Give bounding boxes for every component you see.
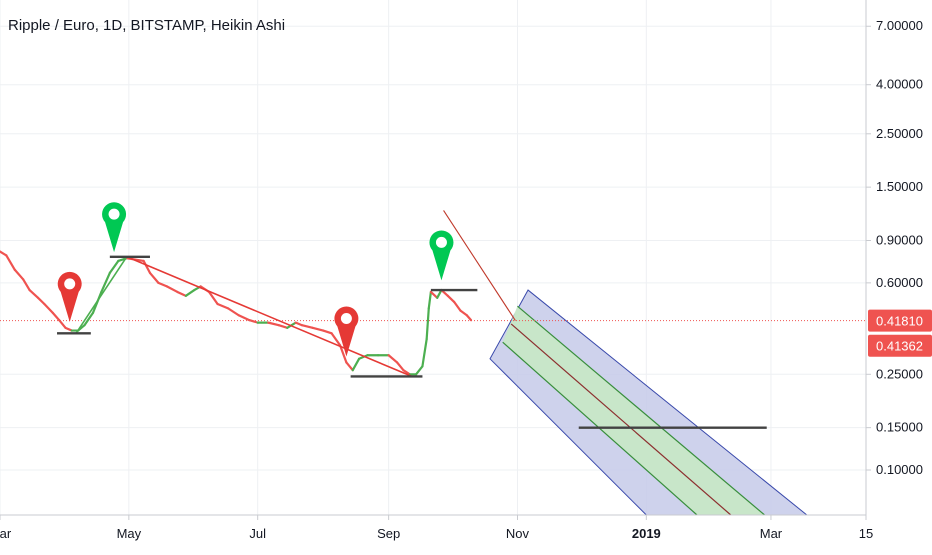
price-segment[interactable] (100, 271, 111, 294)
x-tick-label: Sep (377, 526, 400, 541)
price-segment[interactable] (36, 296, 46, 306)
price-segment[interactable] (453, 300, 462, 312)
pin-marker[interactable] (102, 202, 127, 253)
price-segment[interactable] (459, 309, 468, 317)
price-segment[interactable] (322, 329, 333, 335)
price-segment[interactable] (446, 294, 456, 303)
price-segment[interactable] (142, 259, 152, 275)
price-segment[interactable] (13, 268, 25, 281)
price-segment[interactable] (64, 326, 73, 332)
y-tick-label: 0.90000 (876, 233, 923, 248)
price-segment[interactable] (387, 354, 399, 364)
price-segment[interactable] (83, 311, 95, 327)
price-segment[interactable] (357, 354, 369, 360)
price-segment[interactable] (43, 302, 54, 315)
price-segment[interactable] (51, 311, 61, 322)
price-label-box (868, 309, 932, 332)
y-tick-label: 0.25000 (876, 366, 923, 381)
chart-title: Ripple / Euro, 1D, BITSTAMP, Heikin Ashi (8, 17, 286, 34)
price-segment[interactable] (0, 250, 8, 257)
y-tick-label: 0.60000 (876, 275, 923, 290)
pin-marker[interactable] (334, 306, 359, 357)
pin-hole (64, 278, 76, 290)
pin-body (334, 306, 359, 357)
price-segment[interactable] (22, 278, 31, 292)
price-segment[interactable] (58, 319, 67, 329)
price-segment[interactable] (216, 302, 230, 310)
x-tick-label: Jul (249, 526, 266, 541)
x-tick-label: Nov (506, 526, 530, 541)
price-segment[interactable] (184, 288, 196, 297)
price-segment[interactable] (300, 324, 314, 329)
uptrend-line[interactable] (75, 256, 128, 334)
price-segment[interactable] (436, 288, 443, 299)
price-segment[interactable] (465, 314, 473, 322)
price-segment[interactable] (421, 338, 428, 368)
x-tick-label: 2019 (632, 526, 661, 541)
y-tick-label: 2.50000 (876, 126, 923, 141)
drawings-layer[interactable] (57, 210, 767, 429)
pin-hole (108, 208, 120, 220)
price-series-layer[interactable] (0, 250, 473, 376)
price-segment[interactable] (237, 314, 251, 322)
x-tick-label: Mar (760, 526, 783, 541)
price-segment[interactable] (108, 259, 120, 275)
channel-inner-band[interactable] (502, 306, 765, 515)
price-segment[interactable] (176, 290, 187, 297)
price-segment[interactable] (429, 290, 439, 299)
price-label-text: 0.41810 (876, 314, 923, 329)
price-segment[interactable] (330, 332, 342, 347)
price-label[interactable]: 0.41810 (868, 309, 932, 332)
pin-hole (435, 236, 447, 248)
price-segment[interactable] (208, 290, 219, 306)
pin-body (429, 230, 454, 281)
price-segment[interactable] (294, 321, 304, 327)
x-tick-label: 15 (859, 526, 873, 541)
price-segment[interactable] (425, 307, 430, 341)
pin-marker[interactable] (57, 271, 82, 322)
price-segment[interactable] (148, 271, 160, 284)
price-segment[interactable] (157, 281, 168, 288)
price-segment[interactable] (5, 254, 16, 271)
x-tick-label: May (117, 526, 142, 541)
flag-markers-layer[interactable] (57, 202, 454, 357)
price-segment[interactable] (351, 357, 361, 372)
price-label-box (868, 334, 932, 357)
resistance-diagonal-line[interactable] (443, 210, 516, 321)
pin-marker[interactable] (429, 230, 454, 281)
y-tick-label: 0.10000 (876, 462, 923, 477)
price-segment[interactable] (402, 369, 411, 376)
pin-body (57, 271, 82, 322)
pin-hole (340, 312, 352, 324)
price-label[interactable]: 0.41362 (868, 334, 932, 357)
price-segment[interactable] (165, 285, 179, 294)
y-tick-label: 1.50000 (876, 179, 923, 194)
price-segment[interactable] (248, 319, 259, 324)
channel-inner-upper-line[interactable] (517, 305, 766, 516)
price-segment[interactable] (338, 344, 348, 364)
axis-layer[interactable]: 7.00000 4.00000 2.50000 1.50000 0.90000 0.600… (0, 0, 932, 541)
channel-median-line[interactable] (510, 323, 732, 516)
price-segment[interactable] (345, 361, 354, 372)
y-tick-label: 0.15000 (876, 420, 923, 435)
price-segment[interactable] (277, 324, 289, 329)
price-label-text: 0.41362 (876, 339, 923, 354)
price-segment[interactable] (311, 326, 325, 332)
downtrend-line[interactable] (126, 256, 413, 378)
price-segment[interactable] (415, 365, 424, 376)
x-tick-label: Mar (0, 526, 12, 541)
y-tick-label: 4.00000 (876, 77, 923, 92)
price-segment[interactable] (427, 290, 432, 310)
price-segment[interactable] (28, 288, 40, 299)
pin-body (102, 202, 127, 253)
price-segment[interactable] (134, 258, 145, 263)
price-segment[interactable] (267, 321, 280, 327)
y-tick-label: 7.00000 (876, 18, 923, 33)
price-segment[interactable] (227, 307, 240, 317)
price-segment[interactable] (395, 361, 405, 372)
